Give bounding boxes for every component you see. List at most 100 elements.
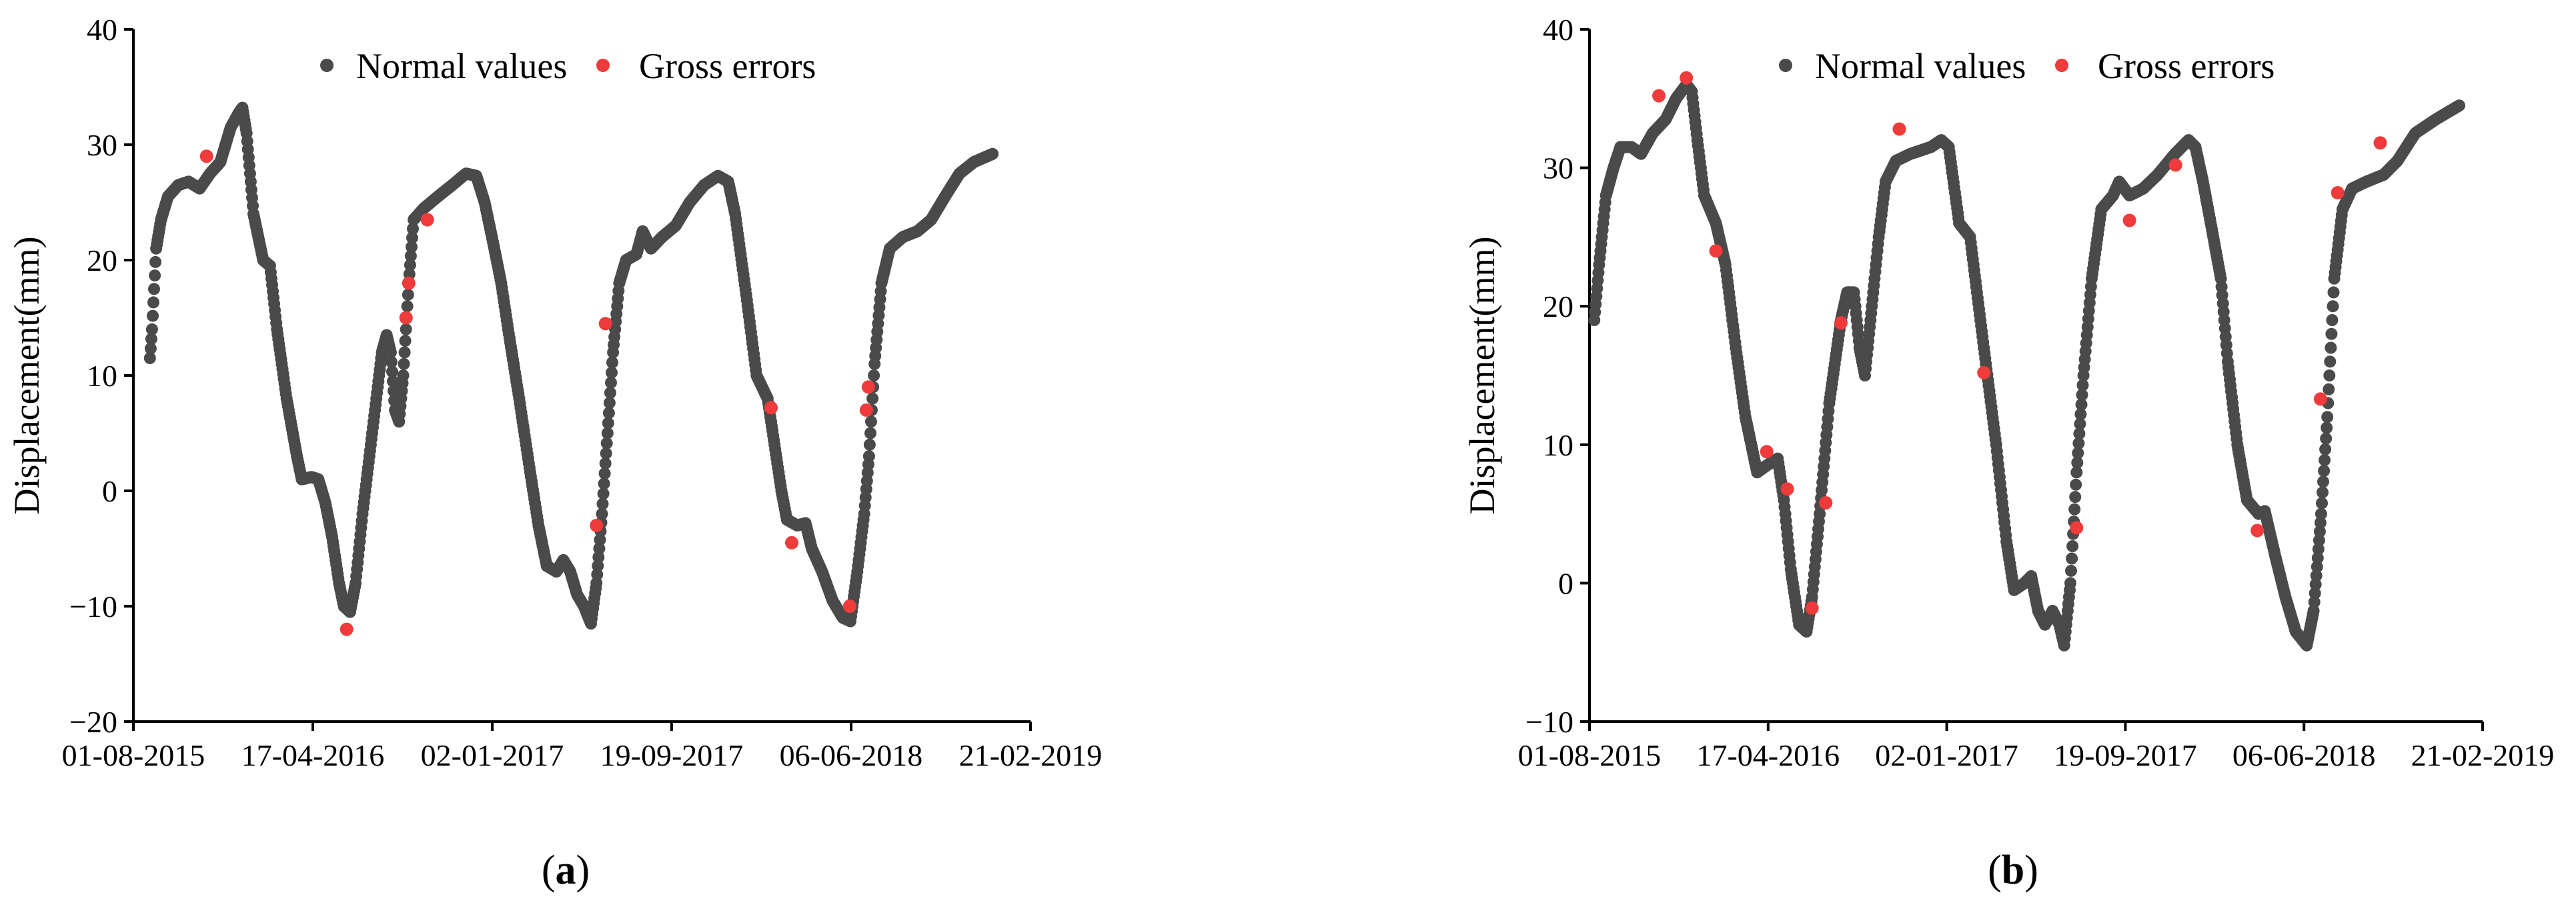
gross-error-point bbox=[2373, 136, 2387, 150]
normal-value-point bbox=[385, 355, 398, 368]
legend-label-gross: Gross errors bbox=[639, 46, 816, 86]
normal-value-point bbox=[2319, 453, 2331, 466]
caption-open-paren: ( bbox=[542, 848, 556, 893]
gross-error-point bbox=[399, 311, 413, 325]
normal-value-point bbox=[2308, 596, 2321, 608]
normal-value-point bbox=[2310, 570, 2323, 582]
gross-error-point bbox=[2331, 186, 2345, 199]
gross-error-point bbox=[2168, 158, 2182, 172]
normal-value-point bbox=[387, 375, 399, 387]
gross-error-point bbox=[861, 380, 875, 394]
y-tick-label: −10 bbox=[69, 590, 117, 624]
y-tick-label: 0 bbox=[1558, 566, 1573, 600]
normal-value-point bbox=[2314, 516, 2327, 529]
caption-letter: b bbox=[2002, 848, 2024, 893]
legend: Normal values Gross errors bbox=[1779, 46, 2275, 86]
normal-value-point bbox=[386, 365, 398, 378]
normal-value-point bbox=[599, 457, 612, 470]
gross-error-point bbox=[1834, 316, 1848, 330]
normal-value-point bbox=[865, 415, 877, 428]
normal-value-point bbox=[597, 488, 610, 500]
normal-value-point bbox=[2319, 443, 2332, 455]
x-tick-label: 17-04-2016 bbox=[1696, 738, 1840, 772]
normal-value-point bbox=[601, 427, 614, 439]
y-tick-label: −20 bbox=[69, 705, 117, 739]
normal-value-point bbox=[2327, 300, 2339, 313]
normal-value-point bbox=[590, 577, 603, 590]
x-tick-label: 17-04-2016 bbox=[241, 738, 385, 772]
normal-value-point bbox=[2064, 577, 2076, 590]
x-tick-label: 21-02-2019 bbox=[2411, 738, 2555, 772]
normal-value-point bbox=[603, 397, 616, 409]
panel-a: −20 −10 0 10 20 30 40 01-08-2015 17-04-2016 02-01… bbox=[7, 13, 1102, 893]
normal-value-point bbox=[602, 417, 614, 429]
gross-error-point bbox=[199, 149, 213, 163]
caption-open-paren: ( bbox=[1988, 848, 2002, 893]
normal-value-point bbox=[2311, 552, 2324, 564]
y-axis-title: Displacement(mm) bbox=[1462, 237, 1502, 515]
y-tick-label: 40 bbox=[1543, 13, 1573, 47]
legend-label-normal: Normal values bbox=[356, 46, 567, 86]
normal-value-point bbox=[2321, 421, 2333, 434]
normal-value-point bbox=[402, 288, 414, 301]
legend-marker-normal bbox=[1779, 59, 1792, 72]
caption-close-paren: ) bbox=[2024, 848, 2038, 893]
normal-value-point bbox=[145, 333, 157, 345]
normal-value-point bbox=[2307, 604, 2320, 617]
x-tick-label: 06-06-2018 bbox=[2232, 738, 2376, 772]
normal-value-point bbox=[2317, 486, 2329, 499]
normal-value-point bbox=[866, 392, 879, 405]
normal-value-point bbox=[2073, 427, 2086, 440]
x-tick-label: 02-01-2017 bbox=[421, 738, 564, 772]
normal-value-point bbox=[144, 342, 157, 355]
normal-value-point bbox=[2324, 355, 2337, 368]
y-tick-label: 30 bbox=[1543, 151, 1573, 185]
normal-value-point bbox=[2309, 578, 2322, 591]
normal-value-point bbox=[2076, 379, 2089, 391]
normal-value-point bbox=[592, 551, 605, 564]
normal-value-point bbox=[2313, 526, 2326, 538]
normal-value-point bbox=[2066, 540, 2079, 552]
normal-value-point bbox=[596, 508, 608, 520]
gross-error-point bbox=[1819, 496, 1833, 510]
gross-error-point bbox=[2313, 392, 2327, 406]
normal-value-point bbox=[606, 366, 618, 379]
legend-label-gross: Gross errors bbox=[2098, 46, 2275, 86]
panel-caption: (a) bbox=[542, 848, 590, 893]
normal-value-point bbox=[398, 346, 411, 359]
normal-value-point bbox=[2325, 341, 2337, 354]
legend: Normal values Gross errors bbox=[320, 46, 816, 86]
normal-value-point bbox=[2317, 476, 2329, 488]
legend-marker-gross bbox=[596, 59, 610, 72]
gross-error-point bbox=[1977, 365, 1991, 379]
x-tick-label: 21-02-2019 bbox=[959, 738, 1103, 772]
normal-value-point bbox=[143, 352, 156, 364]
normal-value-point bbox=[2072, 437, 2085, 449]
normal-value-point bbox=[591, 568, 604, 581]
normal-value-point bbox=[2325, 327, 2338, 340]
normal-value-point bbox=[2315, 508, 2327, 520]
normal-value-point bbox=[384, 346, 397, 359]
x-tick-label: 01-08-2015 bbox=[62, 738, 205, 772]
normal-values-series bbox=[143, 101, 999, 630]
normal-value-point bbox=[149, 255, 162, 268]
normal-value-point bbox=[2327, 286, 2340, 299]
y-tick-label: 10 bbox=[87, 359, 117, 393]
normal-value-point bbox=[404, 249, 417, 262]
normal-value-point bbox=[397, 369, 410, 381]
gross-error-point bbox=[842, 600, 856, 613]
normal-value-point bbox=[2065, 564, 2077, 577]
normal-value-point bbox=[2076, 389, 2088, 401]
y-tick-label: 30 bbox=[87, 128, 117, 162]
normal-value-point bbox=[2071, 456, 2084, 469]
normal-value-point bbox=[594, 534, 606, 546]
normal-value-point bbox=[407, 223, 419, 235]
gross-error-point bbox=[420, 213, 434, 227]
normal-value-point bbox=[399, 335, 412, 347]
legend-marker-normal bbox=[320, 59, 334, 72]
normal-value-point bbox=[404, 259, 416, 271]
normal-value-point bbox=[2318, 465, 2331, 477]
legend-label-normal: Normal values bbox=[1815, 46, 2026, 86]
y-tick-label: −10 bbox=[1525, 705, 1573, 739]
caption-close-paren: ) bbox=[576, 848, 590, 893]
